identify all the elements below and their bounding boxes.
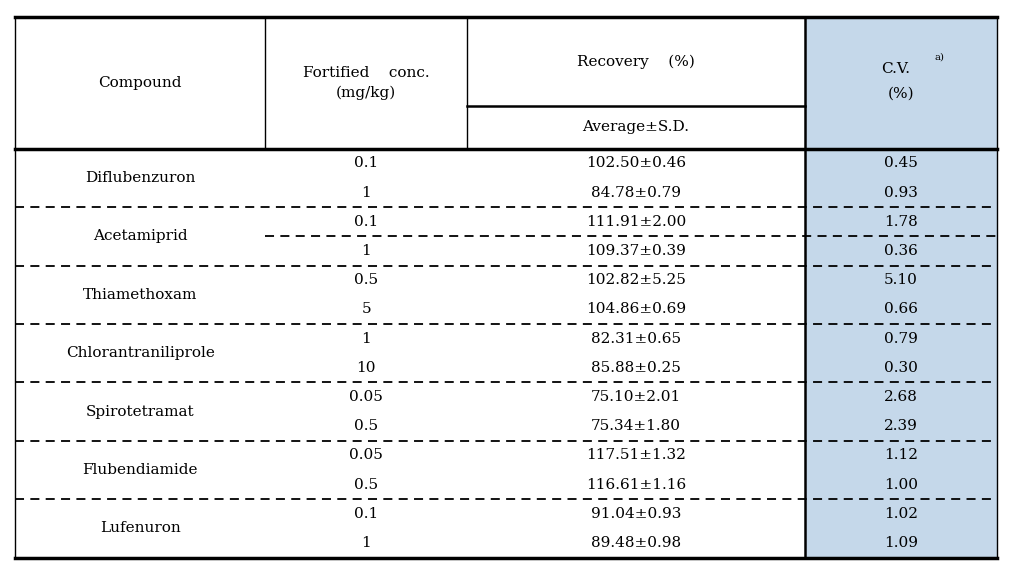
Text: Average±S.D.: Average±S.D. [582, 120, 688, 134]
Text: 0.5: 0.5 [354, 478, 378, 492]
Text: 1.78: 1.78 [884, 214, 917, 229]
Text: 85.88±0.25: 85.88±0.25 [590, 361, 680, 375]
Text: 0.45: 0.45 [884, 156, 917, 170]
Text: 75.34±1.80: 75.34±1.80 [590, 419, 680, 433]
Text: 5.10: 5.10 [884, 273, 917, 287]
Text: 1.02: 1.02 [884, 507, 917, 521]
Text: 1: 1 [361, 332, 371, 345]
Text: Compound: Compound [98, 76, 182, 90]
Text: 82.31±0.65: 82.31±0.65 [590, 332, 680, 345]
Text: 0.5: 0.5 [354, 273, 378, 287]
Text: Thiamethoxam: Thiamethoxam [83, 288, 197, 302]
Text: 102.82±5.25: 102.82±5.25 [585, 273, 685, 287]
Text: 111.91±2.00: 111.91±2.00 [585, 214, 685, 229]
Text: Lufenuron: Lufenuron [100, 522, 181, 535]
Text: 1.09: 1.09 [884, 536, 917, 550]
Text: Flubendiamide: Flubendiamide [83, 463, 198, 477]
Text: 1: 1 [361, 536, 371, 550]
Text: 102.50±0.46: 102.50±0.46 [585, 156, 685, 170]
Text: Recovery    (%): Recovery (%) [576, 54, 695, 69]
Text: 0.93: 0.93 [884, 185, 917, 200]
Text: 2.68: 2.68 [884, 390, 917, 404]
Text: 104.86±0.69: 104.86±0.69 [585, 303, 685, 316]
Text: Diflubenzuron: Diflubenzuron [85, 171, 195, 185]
Bar [805, 17, 996, 558]
Text: C.V.: C.V. [881, 62, 910, 76]
Text: 10: 10 [356, 361, 375, 375]
Text: Fortified    conc.
(mg/kg): Fortified conc. (mg/kg) [302, 66, 429, 100]
Text: 1.00: 1.00 [884, 478, 917, 492]
Text: 109.37±0.39: 109.37±0.39 [585, 244, 685, 258]
Text: 117.51±1.32: 117.51±1.32 [585, 448, 685, 462]
Text: 5: 5 [361, 303, 371, 316]
Text: 0.36: 0.36 [884, 244, 917, 258]
Text: 0.1: 0.1 [354, 156, 378, 170]
Text: 0.30: 0.30 [884, 361, 917, 375]
Text: 0.79: 0.79 [884, 332, 917, 345]
Text: 1.12: 1.12 [884, 448, 917, 462]
Text: (%): (%) [887, 86, 914, 100]
Text: 1: 1 [361, 244, 371, 258]
Text: a): a) [933, 52, 943, 61]
Text: 84.78±0.79: 84.78±0.79 [590, 185, 680, 200]
Text: 91.04±0.93: 91.04±0.93 [590, 507, 680, 521]
Text: Acetamiprid: Acetamiprid [93, 229, 187, 243]
Text: 0.1: 0.1 [354, 214, 378, 229]
Text: 0.05: 0.05 [349, 448, 383, 462]
Text: 0.1: 0.1 [354, 507, 378, 521]
Text: 75.10±2.01: 75.10±2.01 [590, 390, 680, 404]
Text: 0.5: 0.5 [354, 419, 378, 433]
Text: 0.05: 0.05 [349, 390, 383, 404]
Text: Spirotetramat: Spirotetramat [86, 404, 194, 419]
Text: 116.61±1.16: 116.61±1.16 [585, 478, 685, 492]
Text: 2.39: 2.39 [884, 419, 917, 433]
Text: 1: 1 [361, 185, 371, 200]
Text: Chlorantraniliprole: Chlorantraniliprole [66, 346, 214, 360]
Text: 0.66: 0.66 [884, 303, 917, 316]
Text: 89.48±0.98: 89.48±0.98 [590, 536, 680, 550]
